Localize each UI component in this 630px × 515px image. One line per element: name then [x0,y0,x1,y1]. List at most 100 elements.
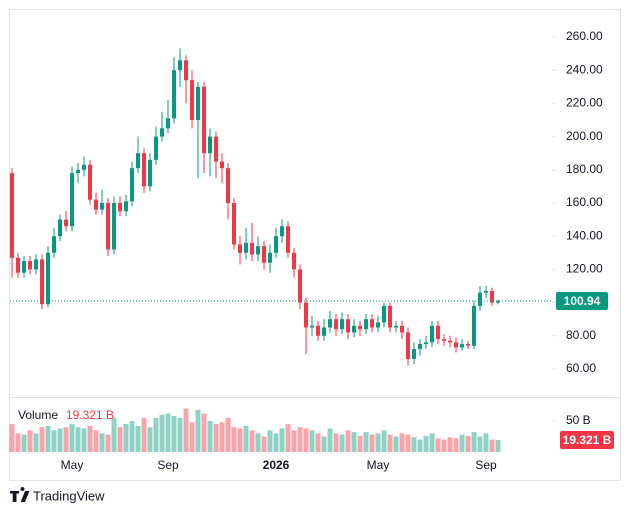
volume-bar [51,430,57,452]
volume-bar [369,434,375,452]
candle-body [304,302,308,328]
volume-bar [225,417,231,452]
candle-body [190,80,194,121]
volume-bar [429,433,435,452]
candle-body [34,259,38,270]
volume-bar [75,427,81,452]
volume-bar [399,433,405,452]
volume-bar [279,428,285,452]
volume-bar [153,417,159,452]
candle-body [76,169,80,174]
volume-bar [231,427,237,452]
y-tick-label: 140.00 [566,228,603,242]
candle-body [298,269,302,303]
volume-bar [375,433,381,452]
x-tick-label: Sep [475,458,497,472]
y-tick-label: 160.00 [566,195,603,209]
volume-bar [219,422,225,452]
volume-bar [483,433,489,452]
volume-bar [99,433,105,452]
volume-bar [237,428,243,452]
volume-bar [273,433,279,452]
candle-body [376,322,380,328]
candle-body [340,319,344,330]
candle-body [244,242,248,253]
volume-bar [465,435,471,452]
candle-body [196,86,200,121]
candle-body [358,325,362,330]
volume-bar [255,433,261,452]
volume-bar [381,430,387,452]
volume-bar [321,436,327,452]
candle-body [466,344,470,346]
volume-bar [447,437,453,452]
volume-bar [477,436,483,452]
volume-bar [183,408,189,452]
volume-bar [111,417,117,452]
candle-body [160,128,164,137]
candle-body [430,325,434,343]
volume-bar [393,436,399,452]
volume-bar [435,438,441,452]
y-tick-label: 220.00 [566,96,603,110]
volume-bar [327,428,333,452]
volume-bar [357,435,363,452]
volume-bar [207,420,213,452]
candle-body [226,168,230,203]
candle-body [394,325,398,328]
volume-bar [267,430,273,452]
tradingview-logo [10,487,30,502]
candle-body [418,344,422,350]
candle-body [274,236,278,253]
candle-body [424,342,428,345]
candle-body [172,70,176,119]
candle-body [484,290,488,293]
candle-body [28,261,32,270]
candle-body [130,168,134,202]
candle-body [10,173,14,258]
volume-bar [459,434,465,452]
candle-body [436,325,440,340]
candle-body [208,136,212,154]
candle-body [136,153,140,169]
x-tick-label: Sep [157,458,179,472]
volume-bar [315,433,321,452]
candle-body [412,349,416,359]
volume-bar [261,436,267,452]
volume-legend-name: Volume [18,408,58,422]
candle-body [178,60,182,71]
candle-body [40,259,44,305]
candle-body [316,325,320,336]
candle-body [100,202,104,210]
volume-bar [177,417,183,452]
volume-bar [81,428,87,452]
candle-body [406,332,410,359]
volume-bar [27,430,33,452]
volume-bar [63,427,69,452]
y-tick-label: 200.00 [566,129,603,143]
volume-bar [453,438,459,452]
volume-bar [423,435,429,452]
volume-bar [345,430,351,452]
candle-body [214,136,218,162]
candle-body [22,261,26,273]
volume-bar [105,434,111,452]
candle-body [442,339,446,341]
last-volume-label: 19.321 B [563,433,612,447]
candle-body [58,219,62,237]
volume-bar [9,424,15,452]
candle-body [478,292,482,306]
x-tick-label: May [367,458,390,472]
volume-bar [387,434,393,452]
volume-bar [171,416,177,452]
volume-bar [411,437,417,452]
volume-bar [297,427,303,452]
candle-body [142,153,146,187]
candle-body [256,246,260,255]
candle-body [106,202,110,250]
volume-bar [489,439,495,452]
candle-body [490,290,494,303]
volume-bar [147,427,153,452]
candle-body [286,226,290,253]
candle-body [364,319,368,330]
